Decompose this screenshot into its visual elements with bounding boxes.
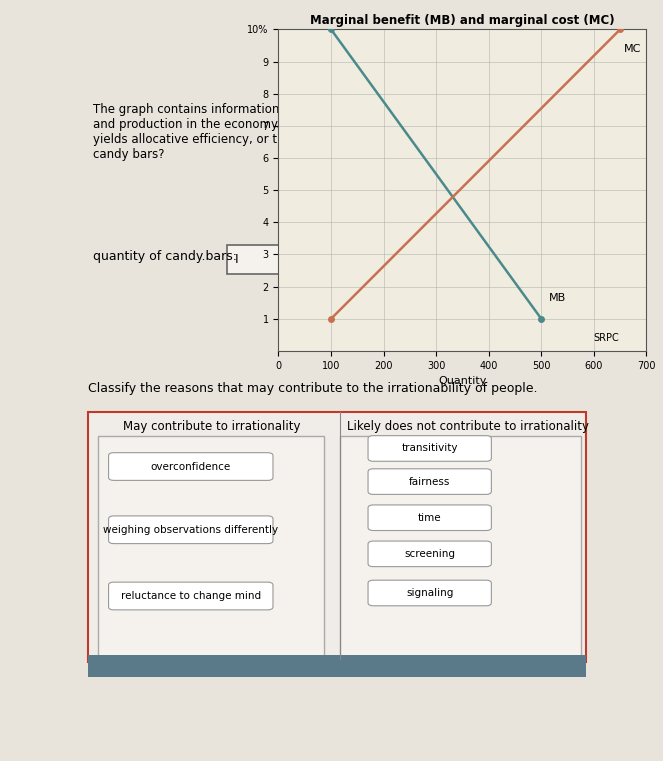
- Text: screening: screening: [404, 549, 455, 559]
- Text: transitivity: transitivity: [402, 444, 458, 454]
- Text: fairness: fairness: [409, 476, 450, 486]
- Text: quantity of candy.bars:: quantity of candy.bars:: [93, 250, 237, 263]
- Text: overconfidence: overconfidence: [151, 461, 231, 472]
- Text: The graph contains information on candy bar consumption
and production in the ec: The graph contains information on candy …: [93, 103, 441, 161]
- Text: time: time: [418, 513, 442, 523]
- FancyBboxPatch shape: [368, 580, 491, 606]
- FancyBboxPatch shape: [227, 245, 422, 274]
- FancyBboxPatch shape: [109, 516, 273, 543]
- FancyBboxPatch shape: [88, 412, 587, 662]
- FancyBboxPatch shape: [109, 453, 273, 480]
- FancyBboxPatch shape: [88, 655, 587, 677]
- Text: Answer Bank: Answer Bank: [294, 660, 386, 673]
- Text: weighing observations differently: weighing observations differently: [103, 525, 278, 535]
- X-axis label: Quantity: Quantity: [438, 376, 487, 387]
- Text: MC: MC: [625, 44, 642, 54]
- FancyBboxPatch shape: [340, 437, 581, 656]
- FancyBboxPatch shape: [368, 469, 491, 495]
- Title: Marginal benefit (MB) and marginal cost (MC): Marginal benefit (MB) and marginal cost …: [310, 14, 615, 27]
- FancyBboxPatch shape: [98, 437, 324, 656]
- Text: signaling: signaling: [406, 588, 453, 598]
- Text: reluctance to change mind: reluctance to change mind: [121, 591, 261, 601]
- Text: I: I: [235, 253, 238, 266]
- Text: May contribute to irrationality: May contribute to irrationality: [123, 420, 300, 433]
- Text: Likely does not contribute to irrationality: Likely does not contribute to irrational…: [347, 420, 589, 433]
- FancyBboxPatch shape: [368, 436, 491, 461]
- Text: MB: MB: [549, 293, 566, 303]
- FancyBboxPatch shape: [368, 505, 491, 530]
- Text: SRPC: SRPC: [593, 333, 619, 343]
- FancyBboxPatch shape: [109, 582, 273, 610]
- Text: Classify the reasons that may contribute to the irrationability of people.: Classify the reasons that may contribute…: [88, 382, 538, 395]
- FancyBboxPatch shape: [368, 541, 491, 567]
